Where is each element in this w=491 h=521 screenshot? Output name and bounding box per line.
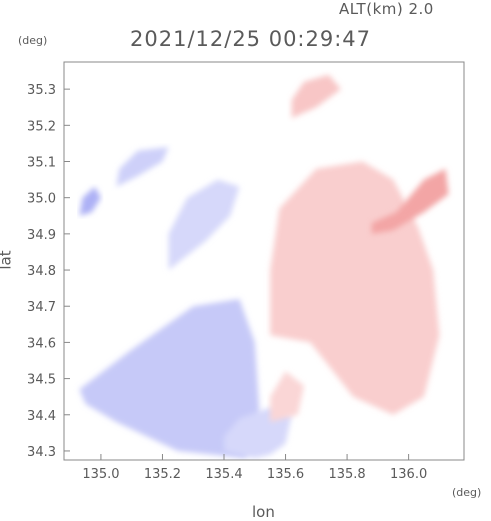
y-tick-label: 34.7 bbox=[27, 300, 56, 315]
y-tick-label: 35.3 bbox=[27, 83, 56, 98]
timestamp-label: 2021/12/25 00:29:47 bbox=[130, 27, 372, 51]
x-unit-label: (deg) bbox=[452, 486, 482, 499]
x-tick-label: 136.0 bbox=[390, 467, 427, 482]
radar-region-positive bbox=[291, 74, 341, 119]
y-tick-label: 35.2 bbox=[27, 119, 56, 134]
x-tick-label: 135.6 bbox=[267, 467, 304, 482]
y-tick-label: 34.8 bbox=[27, 264, 56, 279]
radar-region-positive bbox=[270, 371, 304, 422]
x-axis-label: lon bbox=[252, 503, 275, 521]
x-ticks: 135.0 135.2 135.4 135.6 135.8 136.0 bbox=[82, 454, 427, 482]
y-unit-label: (deg) bbox=[18, 34, 48, 47]
x-tick-label: 135.2 bbox=[144, 467, 181, 482]
altitude-label: ALT(km) 2.0 bbox=[339, 0, 434, 18]
x-tick-label: 135.4 bbox=[205, 467, 242, 482]
radar-region-negative bbox=[79, 186, 101, 216]
y-tick-label: 34.4 bbox=[27, 409, 56, 424]
radar-region-negative bbox=[79, 299, 261, 459]
plot-frame bbox=[63, 61, 465, 461]
y-tick-label: 35.0 bbox=[27, 192, 56, 207]
y-tick-label: 34.6 bbox=[27, 336, 56, 351]
y-tick-label: 34.3 bbox=[27, 445, 56, 460]
radar-region-negative bbox=[168, 179, 240, 270]
y-tick-label: 35.1 bbox=[27, 156, 56, 171]
x-tick-label: 135.8 bbox=[328, 467, 365, 482]
x-tick-label: 135.0 bbox=[82, 467, 119, 482]
radar-region-negative bbox=[116, 147, 169, 187]
radar-field bbox=[79, 74, 449, 459]
radar-region-positive bbox=[371, 168, 449, 234]
y-tick-label: 34.9 bbox=[27, 228, 56, 243]
y-tick-label: 34.5 bbox=[27, 373, 56, 388]
y-ticks: 34.3 34.4 34.5 34.6 34.7 34.8 34.9 35.0 35.1 35.2… bbox=[27, 83, 70, 460]
